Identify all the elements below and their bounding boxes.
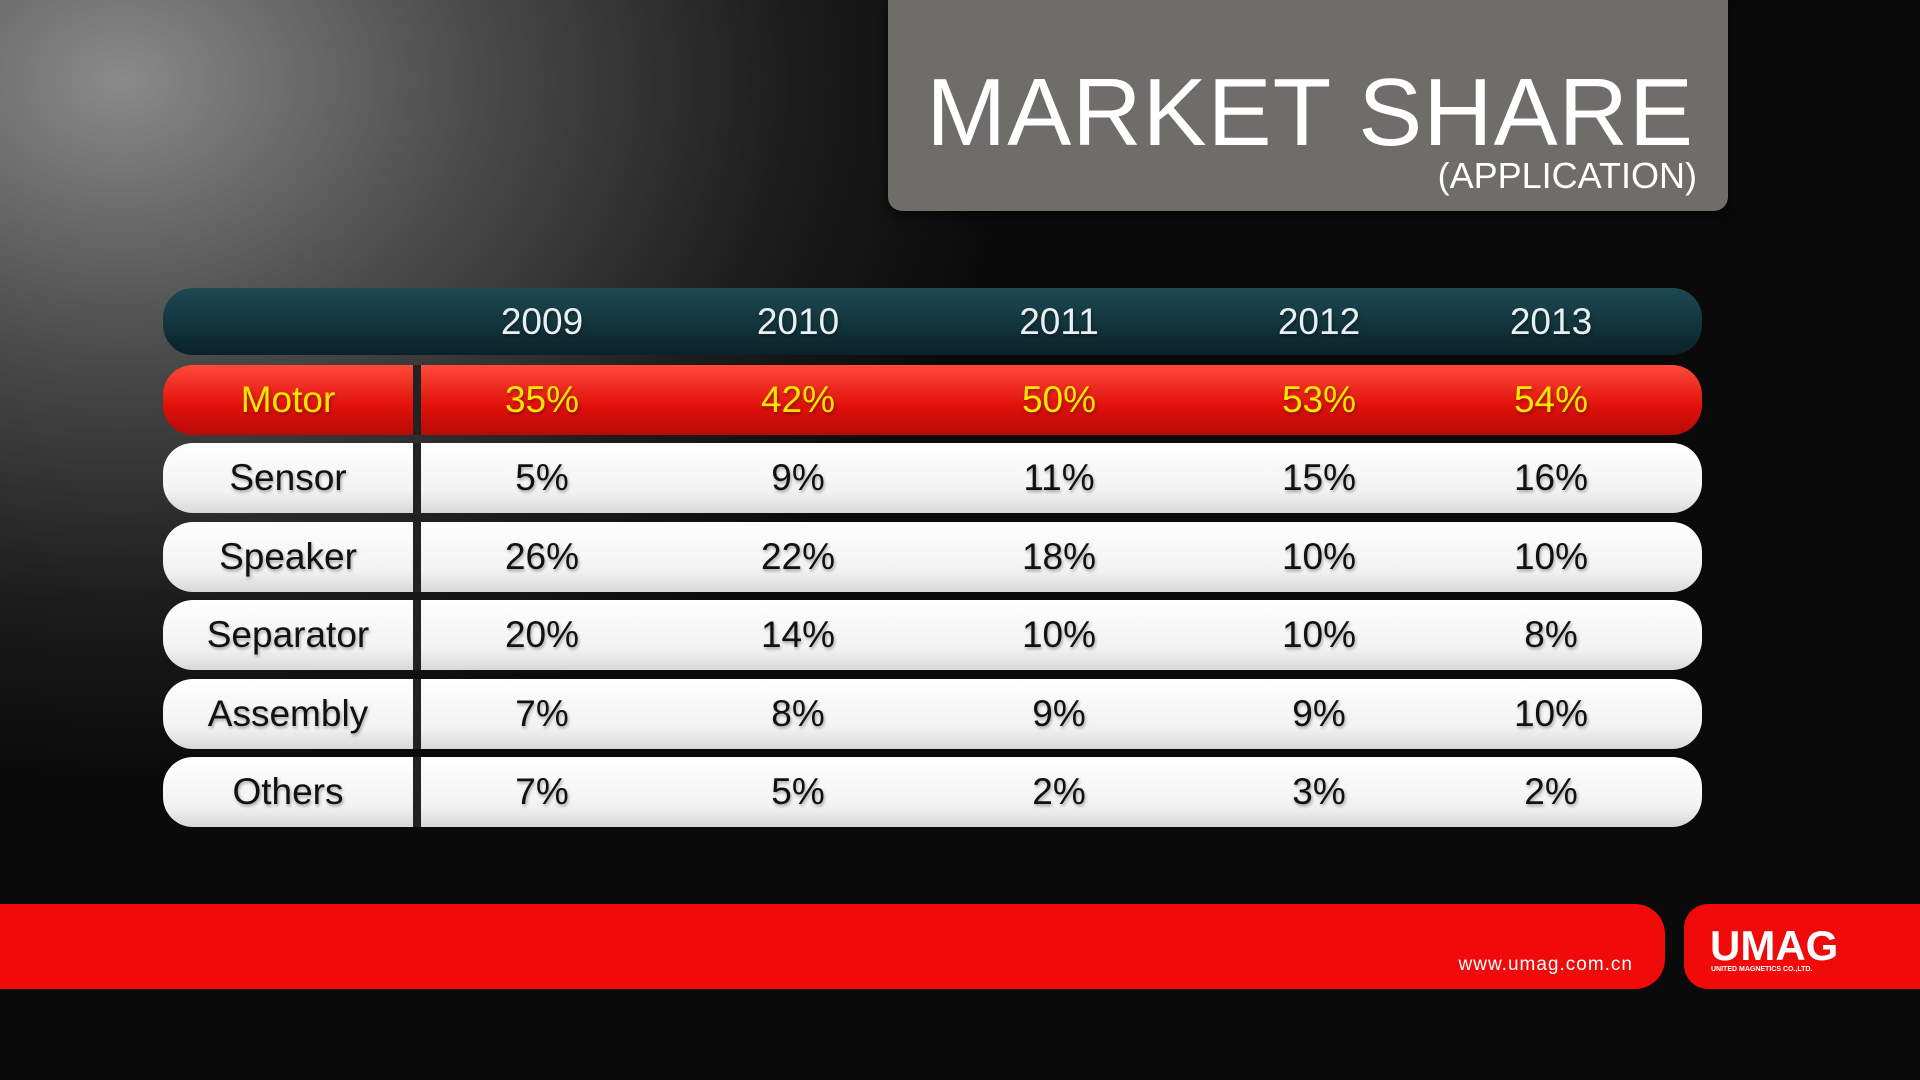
value-cell: 9% [771,457,825,499]
footer-url: www.umag.com.cn [1458,954,1633,975]
footer-band: www.umag.com.cn [0,904,1665,989]
value-cell: 14% [760,614,836,656]
value-cell: 2% [1032,771,1086,812]
value-cell: 9% [1292,692,1346,734]
value-cell: 35% [504,379,580,420]
value-cell: 9% [1032,692,1086,734]
divider [413,600,421,671]
value-cell: 3% [1292,771,1346,812]
value-cell: 5% [771,771,825,812]
value-cell: 22% [760,535,836,577]
value-cell: 10% [1281,614,1357,656]
value-cell: 8% [771,692,825,734]
divider [413,443,421,514]
value-cell: 7% [515,692,569,734]
value-cell: 20% [504,614,580,656]
value-cell: 10% [1513,535,1589,577]
value-cell: 26% [504,535,580,577]
column-header: 2009 [500,300,584,342]
divider [413,757,421,827]
value-cell: 15% [1281,457,1357,499]
table-row: Motor 35% 42% 50% 53% 54% [163,365,1702,435]
table-row: Sensor 5% 9% 11% 15% 16% [163,443,1702,514]
value-cell: 42% [760,379,836,420]
header-row: 2009 2010 2011 2012 2013 [163,288,1702,355]
row-label: Speaker [219,535,357,577]
divider [413,521,421,592]
value-cell: 11% [1023,457,1095,499]
value-cell: 18% [1021,535,1097,577]
company-name: UNITED MAGNETICS CO.,LTD. [1711,966,1813,973]
value-cell: 10% [1021,614,1097,656]
table-row: Others 7% 5% 2% 3% 2% [163,757,1702,827]
column-header: 2012 [1277,300,1361,342]
value-cell: 5% [515,457,569,499]
value-cell: 7% [515,771,569,812]
value-cell: 53% [1281,379,1357,420]
divider [413,365,421,435]
title: MARKET SHARE [926,59,1694,166]
value-cell: 2% [1524,771,1578,812]
subtitle: (APPLICATION) [1437,155,1697,196]
row-label: Others [232,771,344,812]
value-cell: 8% [1524,614,1578,656]
value-cell: 10% [1513,692,1589,734]
value-cell: 16% [1513,457,1589,499]
table-row: Speaker 26% 22% 18% 10% 10% [163,521,1702,592]
row-label: Sensor [229,457,347,499]
logo: UMAG UNITED MAGNETICS CO.,LTD. [1684,904,1920,989]
row-label: Separator [206,614,370,656]
value-cell: 50% [1021,379,1097,420]
value-cell: 10% [1281,535,1357,577]
column-header: 2010 [756,300,840,342]
divider [413,678,421,749]
table-row: Separator 20% 14% 10% 10% 8% [163,600,1702,671]
title-box: MARKET SHARE (APPLICATION) [888,0,1728,211]
column-header: 2013 [1509,300,1593,342]
column-header: 2011 [1019,300,1099,342]
value-cell: 54% [1513,379,1589,420]
logo-text: UMAG [1710,922,1839,969]
row-label: Motor [240,379,336,420]
row-label: Assembly [207,692,369,734]
table-row: Assembly 7% 8% 9% 9% 10% [163,678,1702,749]
